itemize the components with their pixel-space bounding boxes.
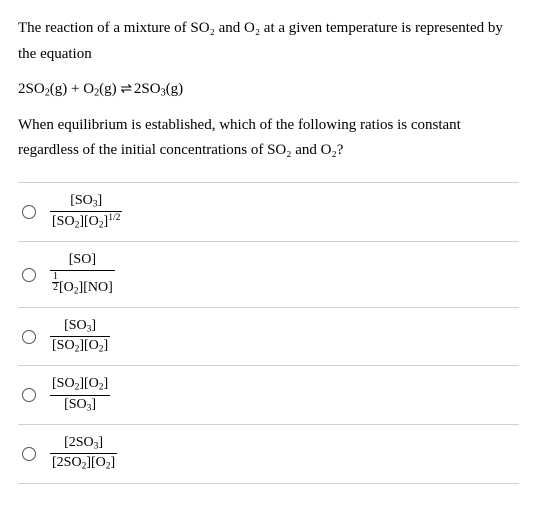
option-e[interactable]: [2SO3] [2SO2][O2] xyxy=(18,425,519,484)
option-a[interactable]: [SO3] [SO2][O2]1/2 xyxy=(18,183,519,243)
radio-icon[interactable] xyxy=(22,268,36,282)
radio-icon[interactable] xyxy=(22,205,36,219)
option-a-fraction: [SO3] [SO2][O2]1/2 xyxy=(50,193,122,232)
option-d-fraction: [SO2][O2] [SO3] xyxy=(50,376,110,414)
option-b[interactable]: [SO] 12[O2][NO] xyxy=(18,242,519,307)
option-b-fraction: [SO] 12[O2][NO] xyxy=(50,252,115,296)
equation-lhs: 2SO2(g) + O2(g) xyxy=(18,81,117,97)
options-list: [SO3] [SO2][O2]1/2 [SO] 12[O2][NO] [SO3]… xyxy=(18,182,519,484)
option-d[interactable]: [SO2][O2] [SO3] xyxy=(18,366,519,425)
option-e-fraction: [2SO3] [2SO2][O2] xyxy=(50,435,117,473)
radio-icon[interactable] xyxy=(22,447,36,461)
option-c[interactable]: [SO3] [SO2][O2] xyxy=(18,308,519,367)
question-intro: The reaction of a mixture of SO₂ and O₂ … xyxy=(18,16,519,67)
radio-icon[interactable] xyxy=(22,330,36,344)
equation-rhs: 2SO3(g) xyxy=(134,81,183,97)
equilibrium-arrow-icon: ⇌ xyxy=(120,81,130,98)
reaction-equation: 2SO2(g) + O2(g) ⇌ 2SO3(g) xyxy=(18,81,519,99)
radio-icon[interactable] xyxy=(22,388,36,402)
option-c-fraction: [SO3] [SO2][O2] xyxy=(50,318,110,356)
question-prompt: When equilibrium is established, which o… xyxy=(18,113,519,164)
